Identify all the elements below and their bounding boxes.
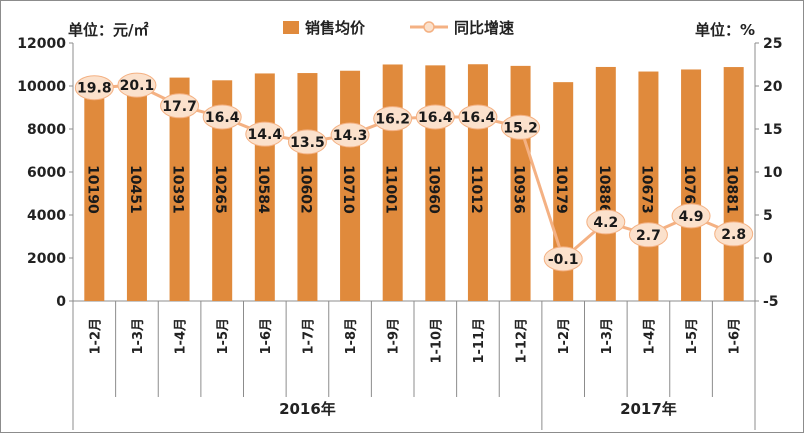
growth-point <box>330 122 370 148</box>
growth-point <box>458 104 498 130</box>
chart-header: 单位：元/㎡ 单位：% 销售均价 同比增速 <box>68 19 755 39</box>
category-label: 1-2月 <box>88 318 103 355</box>
bar-value-label: 10769 <box>681 165 697 214</box>
right-unit-label: 单位：% <box>695 21 755 39</box>
right-axis-tick-label: 0 <box>763 251 773 267</box>
legend-label-price: 销售均价 <box>305 19 366 37</box>
bar-value-label: 10179 <box>553 165 569 214</box>
left-axis-tick-label: 0 <box>56 294 66 310</box>
growth-value-label: 2.7 <box>636 228 661 244</box>
legend-line-marker <box>423 21 435 33</box>
growth-point <box>501 114 541 140</box>
growth-value-label: 15.2 <box>503 120 538 136</box>
legend: 销售均价 同比增速 <box>283 19 514 37</box>
growth-point <box>117 72 157 98</box>
category-label: 1-10月 <box>429 318 444 364</box>
left-axis-tick-label: 8000 <box>27 122 66 138</box>
growth-value-label: 2.8 <box>721 227 746 243</box>
growth-value-label: 20.1 <box>120 78 155 94</box>
bar <box>681 69 702 302</box>
bar-value-label: 10190 <box>84 165 100 214</box>
bar <box>595 66 616 302</box>
left-axis-tick-label: 6000 <box>27 165 66 181</box>
growth-value-label: 16.4 <box>418 110 453 126</box>
growth-point <box>202 104 242 130</box>
bar-value-label: 10881 <box>724 165 740 214</box>
right-axis-tick-label: 25 <box>763 36 782 52</box>
category-label: 1-4月 <box>642 318 657 355</box>
group-label: 2017年 <box>620 400 677 418</box>
growth-point <box>373 106 413 132</box>
growth-value-label: 19.8 <box>77 81 112 97</box>
bar-value-label: 11012 <box>468 165 484 214</box>
category-label: 1-11月 <box>472 318 487 364</box>
bar-value-label: 10451 <box>127 165 143 214</box>
legend-bar-swatch <box>283 21 299 34</box>
growth-point <box>74 75 114 101</box>
growth-point <box>543 246 583 272</box>
bar-value-label: 10710 <box>340 165 356 214</box>
bar <box>212 80 233 302</box>
growth-point <box>245 121 285 147</box>
growth-value-label: 16.4 <box>205 110 240 126</box>
right-axis-tick-label: -5 <box>763 294 779 310</box>
category-label: 1-8月 <box>344 318 359 355</box>
axes-layer: 0 2000 4000 6000 8000 10000 12000 -5 0 5 10 15 20 25 2… <box>17 36 783 430</box>
right-axis-tick-label: 15 <box>763 122 782 138</box>
legend-label-growth: 同比增速 <box>454 19 514 37</box>
growth-value-label: 14.3 <box>333 128 368 144</box>
growth-point <box>628 222 668 248</box>
category-label: 1-9月 <box>387 318 402 355</box>
growth-value-label: 16.4 <box>461 110 496 126</box>
category-label: 1-12月 <box>515 318 530 364</box>
growth-line <box>94 83 735 262</box>
left-unit-label: 单位：元/㎡ <box>68 21 148 39</box>
bar-value-label: 10886 <box>596 165 612 214</box>
right-axis-tick-label: 10 <box>763 165 783 181</box>
category-label: 1-3月 <box>131 318 146 355</box>
line-layer <box>94 83 735 262</box>
bar-value-label: 10265 <box>212 165 228 214</box>
category-label: 1-6月 <box>259 318 274 355</box>
bar-value-label: 10960 <box>425 165 441 214</box>
bar-value-label: 10936 <box>511 165 527 214</box>
group-label: 2016年 <box>279 400 336 418</box>
left-axis-tick-label: 4000 <box>27 208 66 224</box>
right-axis-tick-label: 20 <box>763 79 783 95</box>
growth-value-label: -0.1 <box>548 252 579 268</box>
growth-value-label: 14.4 <box>248 127 283 143</box>
growth-point <box>671 203 711 229</box>
growth-point <box>415 104 455 130</box>
bar <box>84 81 105 301</box>
category-label: 1-7月 <box>301 318 316 355</box>
bar-value-label: 10602 <box>297 165 313 214</box>
labels-layer: 10190 10451 10391 10265 10584 10602 10710 11001… <box>74 72 754 272</box>
category-label: 1-2月 <box>557 318 572 355</box>
bar-value-label: 11001 <box>383 165 399 214</box>
bar <box>126 76 147 301</box>
growth-value-label: 17.7 <box>162 99 197 115</box>
left-axis-tick-label: 12000 <box>17 36 66 52</box>
category-label: 1-5月 <box>685 318 700 355</box>
growth-value-label: 4.2 <box>593 215 618 231</box>
growth-value-label: 13.5 <box>290 135 325 151</box>
growth-value-label: 16.2 <box>375 112 410 128</box>
category-label: 1-6月 <box>728 318 743 355</box>
bar-value-label: 10391 <box>170 165 186 214</box>
growth-point <box>714 221 754 247</box>
growth-value-label: 4.9 <box>679 209 704 225</box>
left-axis-tick-label: 10000 <box>17 79 66 95</box>
growth-point <box>160 93 200 119</box>
bar-value-label: 10673 <box>638 165 654 214</box>
bar-value-label: 10584 <box>255 165 271 214</box>
left-axis-tick-label: 2000 <box>27 251 66 267</box>
category-label: 1-4月 <box>174 318 189 355</box>
right-axis-tick-label: 5 <box>763 208 773 224</box>
category-label: 1-3月 <box>600 318 615 355</box>
category-label: 1-5月 <box>216 318 231 355</box>
bar <box>169 77 190 301</box>
growth-point <box>287 129 327 155</box>
growth-point <box>586 209 626 235</box>
